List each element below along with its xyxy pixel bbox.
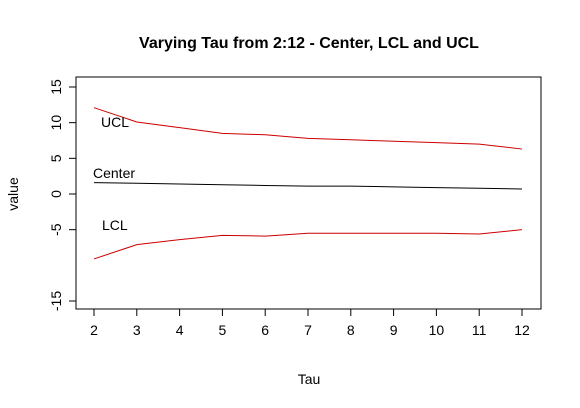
y-axis: -15 -5 0 5 10 15 (48, 79, 77, 311)
x-axis: 2 3 4 5 6 7 8 9 10 11 12 (90, 308, 530, 338)
x-tick-label: 11 (472, 322, 487, 338)
y-tick-label: -5 (48, 223, 64, 236)
series-labels: UCL Center LCL (93, 114, 135, 233)
series-line-ucl (93, 107, 523, 150)
x-tick-label: 9 (390, 322, 398, 338)
x-tick-label: 3 (133, 322, 141, 338)
series-label-lcl: LCL (102, 217, 128, 233)
x-axis-label: Tau (298, 371, 321, 387)
plot-box (75, 76, 542, 310)
series-line-center (93, 182, 523, 190)
x-tick-label: 8 (347, 322, 355, 338)
y-tick-label: -15 (48, 291, 64, 311)
x-tick-label: 6 (261, 322, 269, 338)
x-tick-label: 7 (304, 322, 312, 338)
y-tick-label: 10 (48, 115, 64, 131)
series-line-lcl (93, 229, 523, 260)
y-tick-label: 5 (48, 154, 64, 162)
y-axis-label: value (5, 177, 21, 211)
series-label-center: Center (93, 165, 135, 181)
series-label-ucl: UCL (101, 114, 129, 130)
x-tick-label: 12 (514, 322, 530, 338)
x-tick-label: 10 (429, 322, 445, 338)
x-tick-label: 4 (176, 322, 184, 338)
x-tick-label: 5 (219, 322, 227, 338)
y-tick-label: 0 (48, 190, 64, 198)
chart-title: Varying Tau from 2:12 - Center, LCL and … (139, 35, 479, 52)
x-tick-label: 2 (90, 322, 98, 338)
series-lines (93, 107, 523, 260)
y-tick-label: 15 (48, 79, 64, 95)
